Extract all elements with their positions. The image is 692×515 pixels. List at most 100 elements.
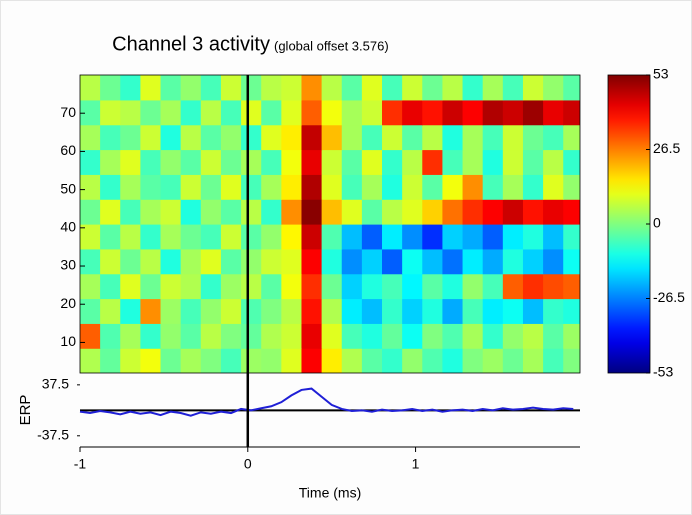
heat-cell [140, 224, 162, 250]
heat-cell [382, 298, 403, 324]
y-tick-label: 30 [60, 257, 76, 273]
heat-cell [422, 298, 444, 324]
heat-cell [160, 323, 182, 349]
heat-cell [301, 248, 323, 275]
heat-cell [160, 348, 182, 373]
heat-cell [402, 75, 423, 101]
heat-cell [522, 99, 544, 126]
heat-cell [180, 149, 202, 175]
heat-cell [120, 273, 142, 300]
heat-cell [482, 348, 504, 373]
heat-cell [321, 224, 343, 250]
heat-cell [100, 323, 121, 349]
heat-cell [563, 248, 580, 275]
heat-cell [563, 273, 580, 300]
heat-cell [543, 224, 564, 250]
heat-cell [281, 149, 303, 175]
heat-cell [442, 348, 464, 373]
heat-cell [120, 149, 142, 175]
heat-cell [241, 298, 262, 324]
heat-cell [100, 149, 121, 175]
heat-cell [100, 248, 121, 275]
heat-cell [543, 199, 564, 225]
heat-cell [301, 298, 323, 324]
x-tick-label: -1 [74, 456, 87, 472]
heat-cell [241, 75, 262, 101]
heat-cell [100, 75, 121, 101]
heat-cell [100, 273, 121, 300]
heat-cell [301, 348, 323, 373]
heat-cell [321, 149, 343, 175]
colorbar-tick-label: -26.5 [653, 289, 685, 305]
heat-cell [200, 348, 222, 373]
heat-cell [140, 199, 162, 225]
heat-cell [80, 348, 101, 373]
heat-cell [402, 99, 423, 126]
heat-cell [180, 273, 202, 300]
heat-cell [241, 273, 262, 300]
heat-cell [543, 273, 564, 300]
heat-cell [442, 273, 464, 300]
heat-cell [522, 199, 544, 225]
heat-cell [321, 323, 343, 349]
heat-cell [301, 273, 323, 300]
heat-cell [502, 149, 524, 175]
heat-cell [341, 124, 363, 151]
heat-cell [462, 174, 484, 200]
heat-cell [361, 298, 383, 324]
heat-cell [382, 149, 403, 175]
erp-line [79, 387, 574, 417]
heat-cell [543, 323, 564, 349]
heat-cell [402, 199, 423, 225]
heat-cell [200, 199, 222, 225]
heat-cell [180, 248, 202, 275]
heat-cell [341, 224, 363, 250]
chart-subtitle: (global offset 3.576) [274, 38, 389, 53]
heat-cell [462, 298, 484, 324]
heat-cell [462, 348, 484, 373]
heat-cell [301, 323, 323, 349]
heat-cell [120, 174, 142, 200]
heat-cell [120, 323, 142, 349]
heat-cell [502, 75, 524, 101]
heat-cell [502, 199, 524, 225]
heat-cell [422, 323, 444, 349]
heat-cell [281, 224, 303, 250]
heat-cell [563, 224, 580, 250]
heat-cell [160, 75, 182, 101]
heat-cell [563, 124, 580, 151]
heat-cell [543, 174, 564, 200]
colorbar-tick-label: 53 [653, 66, 669, 82]
heat-cell [100, 298, 121, 324]
heat-cell [140, 298, 162, 324]
heat-cell [361, 248, 383, 275]
heat-cell [80, 323, 101, 349]
heat-cell [140, 99, 162, 126]
heat-cell [301, 174, 323, 200]
heat-cell [442, 75, 464, 101]
heat-cell [321, 75, 343, 101]
heat-cell [382, 273, 403, 300]
heat-cell [543, 149, 564, 175]
heat-cell [220, 273, 242, 300]
heat-cell [382, 199, 403, 225]
heat-cell [160, 124, 182, 151]
heat-cell [382, 348, 403, 373]
heat-cell [220, 298, 242, 324]
heat-cell [522, 124, 544, 151]
heat-cell [160, 298, 182, 324]
heat-cell [382, 224, 403, 250]
heat-cell [462, 248, 484, 275]
heat-cell [281, 323, 303, 349]
heat-cell [522, 224, 544, 250]
heat-cell [100, 199, 121, 225]
heat-cell [140, 323, 162, 349]
heat-cell [442, 248, 464, 275]
heat-cell [261, 149, 282, 175]
heat-cell [281, 248, 303, 275]
heat-cell [341, 348, 363, 373]
heat-cell [563, 298, 580, 324]
heat-cell [563, 323, 580, 349]
heat-cell [462, 199, 484, 225]
heat-cell [361, 199, 383, 225]
